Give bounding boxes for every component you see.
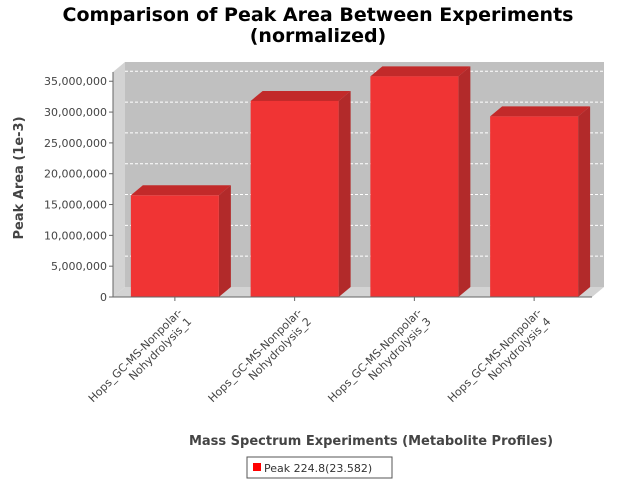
legend: Peak 224.8(23.582) [246, 456, 393, 479]
y-axis: 0 5,000,000 10,000,000 15,000,000 20,000,000… [44, 72, 114, 304]
legend-label: Peak 224.8(23.582) [264, 462, 372, 475]
x-tick-label-group: Hops_GC-MS-Nonpolar-Nohydrolysis_1 [86, 306, 194, 405]
bars [130, 66, 591, 298]
bar [250, 100, 339, 298]
legend-swatch [253, 463, 261, 471]
x-tick-label: Hops_GC-MS-Nonpolar- [206, 306, 305, 405]
bar-top [250, 90, 351, 101]
bar-side [218, 185, 231, 297]
bar [490, 116, 579, 297]
x-tick-label: Hops_GC-MS-Nonpolar- [86, 306, 185, 405]
y-axis-label: Peak Area (1e-3) [12, 116, 27, 239]
x-axis-label: Mass Spectrum Experiments (Metabolite Pr… [189, 434, 553, 449]
x-tick-label-group: Hops_GC-MS-Nonpolar-Nohydrolysis_2 [206, 306, 314, 405]
y-tick-label: 15,000,000 [44, 199, 107, 212]
y-tick-label: 10,000,000 [44, 229, 107, 242]
chart-title-line2: (normalized) [250, 25, 387, 47]
bar-top [370, 66, 471, 77]
y-tick-label: 0 [100, 291, 107, 304]
x-tick-label-group: Hops_GC-MS-Nonpolar-Nohydrolysis_4 [445, 306, 553, 405]
bar-side [458, 66, 471, 298]
x-tick-label: Hops_GC-MS-Nonpolar- [325, 306, 424, 405]
bar [370, 76, 459, 298]
x-tick-label: Hops_GC-MS-Nonpolar- [445, 306, 544, 405]
y-tick-label: 35,000,000 [44, 75, 107, 88]
legend-box [246, 456, 393, 479]
x-tick-label-group: Hops_GC-MS-Nonpolar-Nohydrolysis_3 [325, 306, 433, 405]
bar [130, 195, 219, 297]
plot-floor [113, 287, 604, 297]
plot-left-wall [113, 62, 125, 297]
y-tick-label: 5,000,000 [51, 260, 107, 273]
chart-title-line1: Comparison of Peak Area Between Experime… [63, 4, 574, 26]
x-axis: Hops_GC-MS-Nonpolar-Nohydrolysis_1 Hops_G… [86, 296, 592, 405]
y-tick-label: 30,000,000 [44, 106, 107, 119]
bar-side [338, 90, 351, 298]
y-tick-label: 25,000,000 [44, 137, 107, 150]
bar-top [490, 106, 591, 117]
bar-top [130, 185, 231, 196]
y-tick-label: 20,000,000 [44, 168, 107, 181]
bar-side [578, 106, 591, 297]
